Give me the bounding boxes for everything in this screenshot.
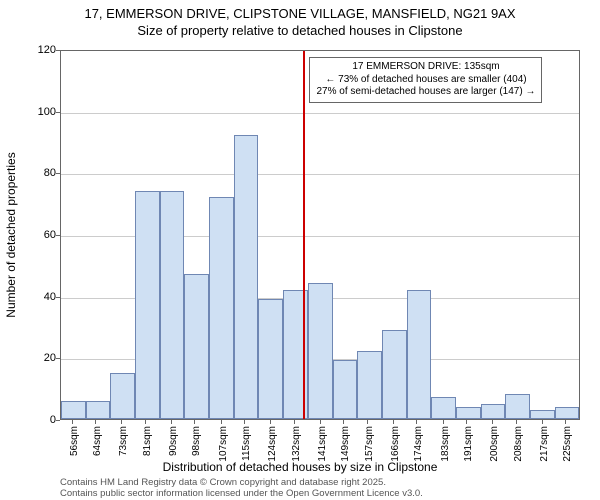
x-tick-mark (516, 420, 517, 424)
histogram-bar (110, 373, 135, 419)
y-tick-mark (56, 173, 60, 174)
y-tick-label: 80 (36, 167, 56, 179)
x-tick-label: 157sqm (364, 426, 375, 462)
annotation-box: 17 EMMERSON DRIVE: 135sqm← 73% of detach… (309, 57, 542, 103)
x-tick-label: 107sqm (218, 426, 229, 462)
histogram-bar (481, 404, 506, 419)
x-tick-mark (492, 420, 493, 424)
y-tick-mark (56, 420, 60, 421)
x-tick-label: 217sqm (539, 426, 550, 462)
x-tick-label: 64sqm (92, 426, 103, 456)
x-tick-mark (542, 420, 543, 424)
annotation-line: 27% of semi-detached houses are larger (… (316, 86, 535, 99)
y-axis-label: Number of detached properties (4, 152, 18, 317)
x-axis-label: Distribution of detached houses by size … (0, 460, 600, 474)
x-tick-label: 81sqm (142, 426, 153, 456)
x-tick-label: 166sqm (390, 426, 401, 462)
reference-line (303, 51, 305, 419)
histogram-bar (456, 407, 481, 419)
title-line-2: Size of property relative to detached ho… (0, 23, 600, 40)
x-tick-mark (95, 420, 96, 424)
y-tick-mark (56, 297, 60, 298)
x-tick-mark (221, 420, 222, 424)
x-tick-label: 149sqm (340, 426, 351, 462)
y-tick-mark (56, 50, 60, 51)
histogram-bar (209, 197, 234, 419)
x-tick-label: 98sqm (191, 426, 202, 456)
x-tick-mark (121, 420, 122, 424)
footer-note: Contains HM Land Registry data © Crown c… (60, 478, 423, 500)
x-tick-mark (343, 420, 344, 424)
y-tick-label: 60 (36, 229, 56, 241)
histogram-bar (160, 191, 185, 419)
histogram-bar (86, 401, 111, 420)
histogram-bar (505, 394, 530, 419)
y-tick-label: 40 (36, 291, 56, 303)
gridline (61, 174, 579, 175)
x-tick-label: 90sqm (168, 426, 179, 456)
y-tick-label: 100 (36, 106, 56, 118)
histogram-bar (382, 330, 407, 419)
histogram-bar (530, 410, 555, 419)
histogram-bar (61, 401, 86, 420)
y-tick-mark (56, 112, 60, 113)
x-tick-label: 183sqm (440, 426, 451, 462)
x-tick-mark (145, 420, 146, 424)
x-tick-label: 115sqm (241, 426, 252, 461)
histogram-bar (234, 135, 259, 419)
x-tick-label: 200sqm (489, 426, 500, 462)
histogram-bar (258, 299, 283, 419)
x-tick-label: 73sqm (118, 426, 129, 456)
y-tick-label: 120 (36, 44, 56, 56)
x-tick-label: 208sqm (513, 426, 524, 462)
x-tick-mark (393, 420, 394, 424)
annotation-line: ← 73% of detached houses are smaller (40… (316, 74, 535, 87)
x-tick-mark (294, 420, 295, 424)
chart-container: 17, EMMERSON DRIVE, CLIPSTONE VILLAGE, M… (0, 0, 600, 500)
x-tick-mark (270, 420, 271, 424)
x-tick-mark (194, 420, 195, 424)
x-tick-mark (466, 420, 467, 424)
x-tick-label: 132sqm (291, 426, 302, 462)
y-tick-label: 20 (36, 352, 56, 364)
x-tick-label: 141sqm (317, 426, 328, 462)
histogram-bar (555, 407, 580, 419)
histogram-bar (431, 397, 456, 419)
y-tick-mark (56, 358, 60, 359)
x-tick-label: 174sqm (413, 426, 424, 462)
y-tick-label: 0 (36, 414, 56, 426)
histogram-bar (135, 191, 160, 419)
y-tick-mark (56, 235, 60, 236)
x-tick-label: 191sqm (463, 426, 474, 462)
x-tick-label: 56sqm (69, 426, 80, 456)
x-tick-mark (416, 420, 417, 424)
x-tick-mark (320, 420, 321, 424)
x-tick-mark (565, 420, 566, 424)
x-tick-mark (443, 420, 444, 424)
plot-area: 17 EMMERSON DRIVE: 135sqm← 73% of detach… (60, 50, 580, 420)
annotation-line: 17 EMMERSON DRIVE: 135sqm (316, 61, 535, 74)
chart-title: 17, EMMERSON DRIVE, CLIPSTONE VILLAGE, M… (0, 6, 600, 40)
footer-line-2: Contains public sector information licen… (60, 489, 423, 500)
x-tick-label: 124sqm (267, 426, 278, 462)
x-tick-mark (244, 420, 245, 424)
histogram-bar (184, 274, 209, 419)
gridline (61, 113, 579, 114)
x-tick-mark (171, 420, 172, 424)
x-tick-mark (367, 420, 368, 424)
x-tick-mark (72, 420, 73, 424)
histogram-bar (407, 290, 432, 420)
histogram-bar (333, 360, 358, 419)
histogram-bar (308, 283, 333, 419)
x-tick-label: 225sqm (562, 426, 573, 462)
title-line-1: 17, EMMERSON DRIVE, CLIPSTONE VILLAGE, M… (0, 6, 600, 23)
histogram-bar (357, 351, 382, 419)
